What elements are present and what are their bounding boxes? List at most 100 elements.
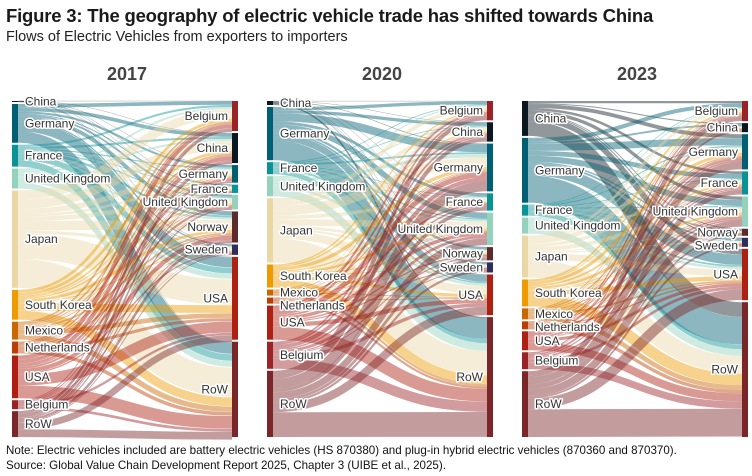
- flow-row-to-belgium: [17, 129, 233, 414]
- flow-south-korea-to-belgium: [527, 111, 743, 282]
- exporter-label: Japan: [280, 223, 313, 237]
- flows: [17, 100, 233, 440]
- flow-row-to-usa: [527, 289, 743, 410]
- flow-france-to-usa: [272, 168, 488, 284]
- flow-france-to-united-kingdom: [527, 206, 743, 209]
- exporter-node-netherlands: [267, 297, 273, 304]
- exporter-label: Mexico: [280, 286, 318, 300]
- flow-south-korea-to-norway: [17, 229, 233, 303]
- exporter-label: Belgium: [535, 354, 578, 368]
- flow-netherlands-to-row: [17, 349, 233, 416]
- importer-node-belgium: [232, 101, 238, 132]
- flow-south-korea-to-china: [272, 131, 488, 268]
- flow-france-to-china: [17, 136, 233, 149]
- flow-france-to-united-kingdom: [17, 150, 233, 198]
- flow-united-kingdom-to-germany: [272, 154, 488, 182]
- exporter-label: USA: [280, 316, 305, 330]
- panel-year-title: 2023: [617, 64, 657, 84]
- flow-mexico-to-sweden: [17, 251, 233, 330]
- exporter-label: United Kingdom: [25, 172, 110, 186]
- importer-label: Norway: [697, 225, 738, 239]
- flow-united-kingdom-to-norway: [17, 174, 233, 220]
- flow-japan-to-usa: [527, 253, 743, 277]
- flow-germany-to-usa: [272, 133, 488, 282]
- flow-france-to-row: [272, 169, 488, 344]
- flow-usa-to-belgium: [17, 124, 233, 360]
- importer-label: USA: [203, 291, 228, 305]
- flow-japan-to-united-kingdom: [272, 219, 488, 229]
- flow-mexico-to-sweden: [272, 267, 488, 293]
- flow-germany-to-china: [527, 124, 743, 144]
- exporter-node-china: [267, 101, 273, 106]
- flow-japan-to-sweden: [527, 241, 743, 254]
- panel-year-title: 2017: [107, 64, 147, 84]
- flow-japan-to-china: [17, 141, 233, 209]
- flow-mexico-to-germany: [272, 170, 488, 292]
- flow-united-kingdom-to-norway: [527, 223, 743, 232]
- flow-germany-to-germany: [272, 113, 488, 153]
- exporter-label: United Kingdom: [280, 179, 365, 193]
- flow-row-to-china: [272, 137, 488, 379]
- flow-china-to-norway: [527, 113, 743, 230]
- footer-note: Note: Electric vehicles included are bat…: [6, 444, 677, 457]
- exporter-label: Belgium: [280, 348, 323, 362]
- flow-mexico-to-germany: [17, 177, 233, 327]
- exporter-label: South Korea: [535, 286, 602, 300]
- importer-label: Germany: [689, 145, 738, 159]
- flow-south-korea-to-norway: [272, 253, 488, 276]
- flow-netherlands-to-france: [527, 186, 743, 324]
- flow-row-to-germany: [272, 181, 488, 389]
- flow-row-to-usa: [272, 306, 488, 413]
- importer-node-france: [232, 184, 238, 193]
- importer-node-norway: [742, 228, 748, 236]
- flow-mexico-to-usa: [272, 292, 488, 298]
- figure-title: Figure 3: The geography of electric vehi…: [6, 5, 654, 26]
- exporter-label: Germany: [25, 116, 74, 130]
- flow-china-to-norway: [17, 101, 233, 212]
- flow-mexico-to-sweden: [527, 243, 743, 314]
- flow-japan-to-usa: [17, 233, 233, 305]
- flow-south-korea-to-usa: [527, 276, 743, 296]
- exporter-label: France: [280, 161, 318, 175]
- exporter-node-germany: [267, 107, 273, 161]
- exporter-node-germany: [12, 103, 18, 143]
- flow-usa-to-belgium: [527, 114, 743, 333]
- flow-japan-to-germany: [527, 148, 743, 245]
- importer-node-row: [487, 317, 493, 437]
- flow-belgium-to-china: [17, 160, 233, 402]
- flow-germany-to-row: [17, 131, 233, 354]
- flow-south-korea-to-germany: [272, 166, 488, 271]
- exporter-label: Belgium: [25, 398, 68, 412]
- flow-france-to-belgium: [527, 107, 743, 206]
- flow-row-to-united-kingdom: [527, 220, 743, 396]
- importer-node-usa: [232, 256, 238, 340]
- flow-mexico-to-united-kingdom: [17, 204, 233, 328]
- importer-node-germany: [232, 165, 238, 183]
- flow-france-to-sweden: [17, 153, 233, 247]
- flow-germany-to-united-kingdom: [17, 114, 233, 197]
- exporter-label: Netherlands: [535, 320, 600, 334]
- flow-united-kingdom-to-united-kingdom: [17, 173, 233, 199]
- flow-south-korea-to-united-kingdom: [17, 203, 233, 300]
- importer-label: USA: [458, 288, 483, 302]
- flow-usa-to-sweden: [527, 243, 743, 340]
- flow-belgium-to-belgium: [527, 115, 743, 354]
- exporter-node-usa: [267, 305, 273, 340]
- exporter-node-united-kingdom: [267, 176, 273, 197]
- flow-china-to-row: [272, 103, 488, 319]
- importer-label: RoW: [456, 370, 483, 384]
- importer-label: Germany: [434, 160, 483, 174]
- flow-belgium-to-belgium: [272, 114, 488, 344]
- flow-china-to-china: [17, 100, 233, 134]
- flow-germany-to-norway: [527, 161, 743, 231]
- flow-south-korea-to-china: [527, 127, 743, 282]
- importer-node-sweden: [742, 237, 748, 247]
- importer-label: Sweden: [695, 238, 738, 252]
- flow-row-to-belgium: [272, 116, 488, 375]
- flow-china-to-usa: [17, 101, 233, 258]
- importer-label: RoW: [201, 382, 228, 396]
- flow-china-to-united-kingdom: [272, 102, 488, 214]
- flow-mexico-to-china: [17, 153, 233, 326]
- flow-united-kingdom-to-germany: [17, 168, 233, 174]
